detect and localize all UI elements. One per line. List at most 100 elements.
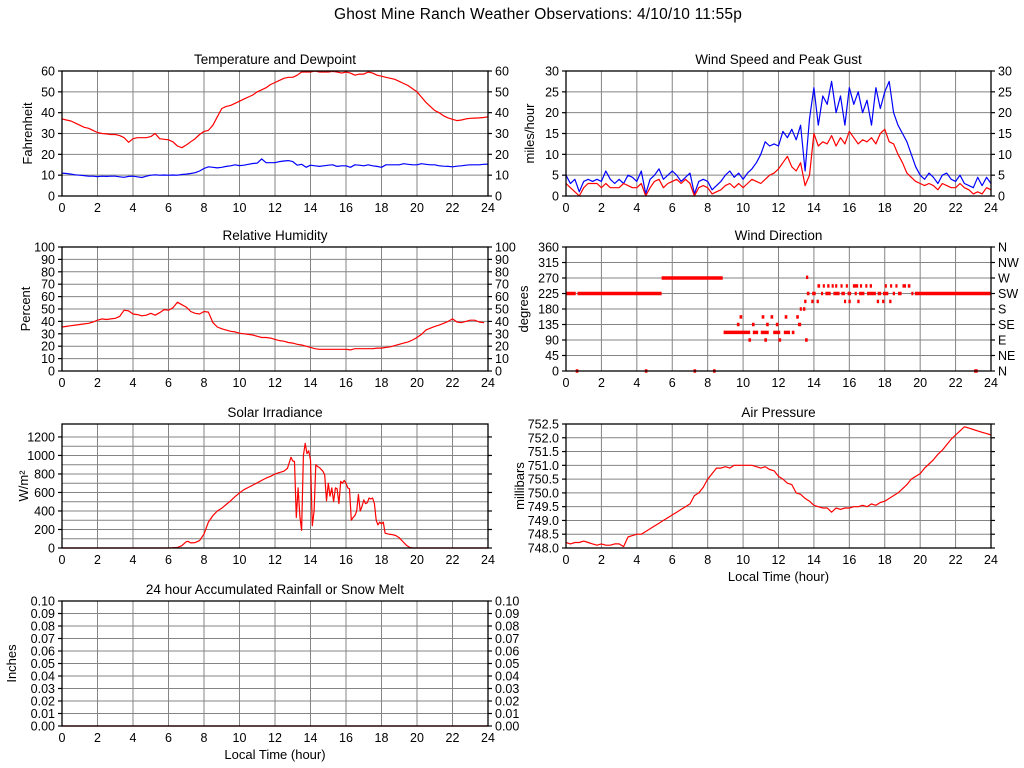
- x-tick-label: 12: [268, 553, 282, 567]
- chart-title: Air Pressure: [741, 405, 815, 420]
- x-tick-label: 22: [446, 201, 460, 215]
- x-tick-label: 12: [772, 553, 786, 567]
- x-tick-label: 4: [633, 553, 640, 567]
- x-tick-label: 24: [481, 376, 495, 390]
- y-axis-label: millibars: [512, 462, 527, 510]
- y-tick-label-left: 20: [545, 106, 559, 120]
- y-tick-label-right: N: [998, 241, 1007, 255]
- y-axis-label: Fahrenheit: [20, 102, 35, 165]
- y-tick-label-right: 0.07: [495, 632, 519, 646]
- x-tick-label: 22: [446, 553, 460, 567]
- y-tick-label-left: 40: [41, 315, 55, 329]
- y-axis-label: miles/hour: [522, 103, 537, 164]
- y-tick-label-right: 10: [998, 148, 1012, 162]
- y-tick-label-right: 100: [495, 241, 516, 255]
- y-tick-label-left: 751.0: [528, 459, 559, 473]
- x-tick-label: 10: [233, 731, 247, 745]
- x-tick-label: 24: [481, 553, 495, 567]
- x-tick-label: 14: [304, 376, 318, 390]
- y-tick-label-left: 40: [41, 106, 55, 120]
- x-tick-label: 16: [842, 201, 856, 215]
- y-tick-label-left: 20: [41, 340, 55, 354]
- x-tick-label: 6: [669, 201, 676, 215]
- y-tick-label-left: 0.00: [31, 720, 55, 734]
- x-tick-label: 2: [598, 553, 605, 567]
- y-tick-label-left: 70: [41, 278, 55, 292]
- x-tick-label: 0: [563, 553, 570, 567]
- x-tick-label: 24: [984, 376, 998, 390]
- x-tick-label: 20: [913, 201, 927, 215]
- y-tick-label-left: 0.04: [31, 670, 55, 684]
- y-tick-label-right: 0.03: [495, 682, 519, 696]
- x-tick-label: 16: [339, 376, 353, 390]
- chart-title: Temperature and Dewpoint: [194, 52, 356, 67]
- y-tick-label-left: 20: [41, 148, 55, 162]
- y-tick-label-right: E: [998, 334, 1006, 348]
- x-tick-label: 22: [949, 201, 963, 215]
- y-tick-label-right: 0.08: [495, 620, 519, 634]
- x-tick-label: 12: [772, 376, 786, 390]
- y-tick-label-left: 100: [34, 241, 55, 255]
- y-tick-label-right: 40: [495, 106, 509, 120]
- x-tick-label: 18: [375, 553, 389, 567]
- y-tick-label-left: 60: [41, 65, 55, 79]
- x-tick-label: 8: [201, 376, 208, 390]
- series-irradiance: [61, 442, 489, 549]
- x-tick-label: 22: [446, 376, 460, 390]
- y-tick-label-left: 0: [48, 542, 55, 556]
- y-axis-label: W/m²: [16, 470, 31, 502]
- y-tick-label-left: 752.0: [528, 431, 559, 445]
- x-tick-label: 14: [807, 553, 821, 567]
- y-tick-label-left: 0: [552, 365, 559, 379]
- y-tick-label-left: 0.01: [31, 707, 55, 721]
- y-tick-label-left: 270: [538, 272, 559, 286]
- y-tick-label-right: 60: [495, 290, 509, 304]
- y-tick-label-right: 30: [998, 65, 1012, 79]
- x-tick-label: 0: [563, 376, 570, 390]
- y-tick-label-right: 40: [495, 315, 509, 329]
- y-tick-label-right: 20: [495, 148, 509, 162]
- y-tick-label-right: 0: [495, 365, 502, 379]
- y-tick-label-right: NW: [998, 256, 1019, 270]
- chart-air-pressure: 748.0748.5749.0749.5750.0750.5751.0751.5…: [512, 405, 998, 584]
- x-tick-label: 10: [736, 553, 750, 567]
- x-tick-label: 2: [94, 553, 101, 567]
- y-tick-label-right: S: [998, 303, 1006, 317]
- plot-frame: [61, 423, 489, 549]
- y-tick-label-right: 50: [495, 303, 509, 317]
- x-tick-label: 24: [481, 201, 495, 215]
- x-tick-label: 4: [633, 201, 640, 215]
- x-tick-label: 10: [233, 376, 247, 390]
- y-tick-label-left: 752.5: [528, 418, 559, 432]
- y-tick-label-left: 45: [545, 349, 559, 363]
- y-tick-label-left: 748.0: [528, 542, 559, 556]
- y-tick-label-left: 30: [41, 327, 55, 341]
- x-tick-label: 0: [59, 201, 66, 215]
- y-tick-label-left: 10: [41, 169, 55, 183]
- y-tick-label-left: 800: [34, 467, 55, 481]
- y-tick-label-right: 25: [998, 85, 1012, 99]
- x-tick-label: 4: [130, 553, 137, 567]
- y-tick-label-left: 50: [41, 303, 55, 317]
- x-tick-label: 0: [59, 731, 66, 745]
- x-tick-label: 10: [233, 553, 247, 567]
- x-tick-label: 4: [633, 376, 640, 390]
- series-wind-speed: [565, 128, 992, 197]
- y-tick-label-right: 5: [998, 169, 1005, 183]
- chart-title: Solar Irradiance: [227, 405, 322, 420]
- x-tick-label: 6: [165, 553, 172, 567]
- x-tick-label: 20: [410, 376, 424, 390]
- y-tick-label-left: 748.5: [528, 528, 559, 542]
- y-tick-label-left: 0.05: [31, 657, 55, 671]
- x-tick-label: 16: [339, 201, 353, 215]
- y-tick-label-left: 135: [538, 318, 559, 332]
- x-tick-label: 18: [878, 201, 892, 215]
- y-tick-label-right: 0.05: [495, 657, 519, 671]
- x-tick-label: 12: [772, 201, 786, 215]
- y-tick-label-right: 60: [495, 65, 509, 79]
